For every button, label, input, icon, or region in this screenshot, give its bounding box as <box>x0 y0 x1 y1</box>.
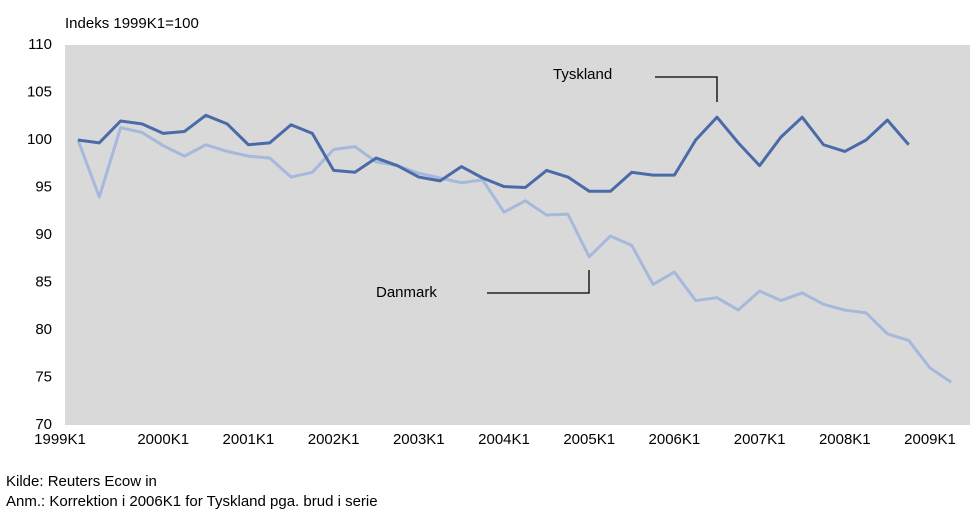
leader-line <box>487 270 590 294</box>
series-annotation: Danmark <box>376 284 437 301</box>
y-axis-label: Indeks 1999K1=100 <box>65 15 199 32</box>
leader-line <box>655 76 718 102</box>
x-tick-label: 2005K1 <box>563 431 615 448</box>
y-tick-label: 105 <box>27 83 52 100</box>
y-tick-label: 80 <box>35 321 52 338</box>
source-note: Kilde: Reuters Ecow in <box>6 473 157 490</box>
x-tick-label: 2002K1 <box>308 431 360 448</box>
series-annotation: Tyskland <box>553 66 612 83</box>
x-tick-label: 2004K1 <box>478 431 530 448</box>
y-tick-label: 100 <box>27 131 52 148</box>
y-tick-label: 85 <box>35 273 52 290</box>
y-tick-label: 95 <box>35 178 52 195</box>
x-tick-label: 2000K1 <box>137 431 189 448</box>
footnote: Anm.: Korrektion i 2006K1 for Tyskland p… <box>6 493 378 510</box>
x-tick-label: 2008K1 <box>819 431 871 448</box>
x-tick-label: 2001K1 <box>223 431 275 448</box>
plot-area <box>65 45 970 425</box>
x-tick-label: 1999K1 <box>34 431 86 448</box>
x-tick-label: 2007K1 <box>734 431 786 448</box>
y-tick-label: 90 <box>35 226 52 243</box>
y-tick-label: 70 <box>35 416 52 433</box>
x-tick-label: 2006K1 <box>649 431 701 448</box>
x-tick-label: 2009K1 <box>904 431 956 448</box>
series-line <box>77 113 910 193</box>
x-tick-label: 2003K1 <box>393 431 445 448</box>
series-line <box>76 126 953 384</box>
y-tick-label: 110 <box>28 36 52 53</box>
y-tick-label: 75 <box>35 368 52 385</box>
